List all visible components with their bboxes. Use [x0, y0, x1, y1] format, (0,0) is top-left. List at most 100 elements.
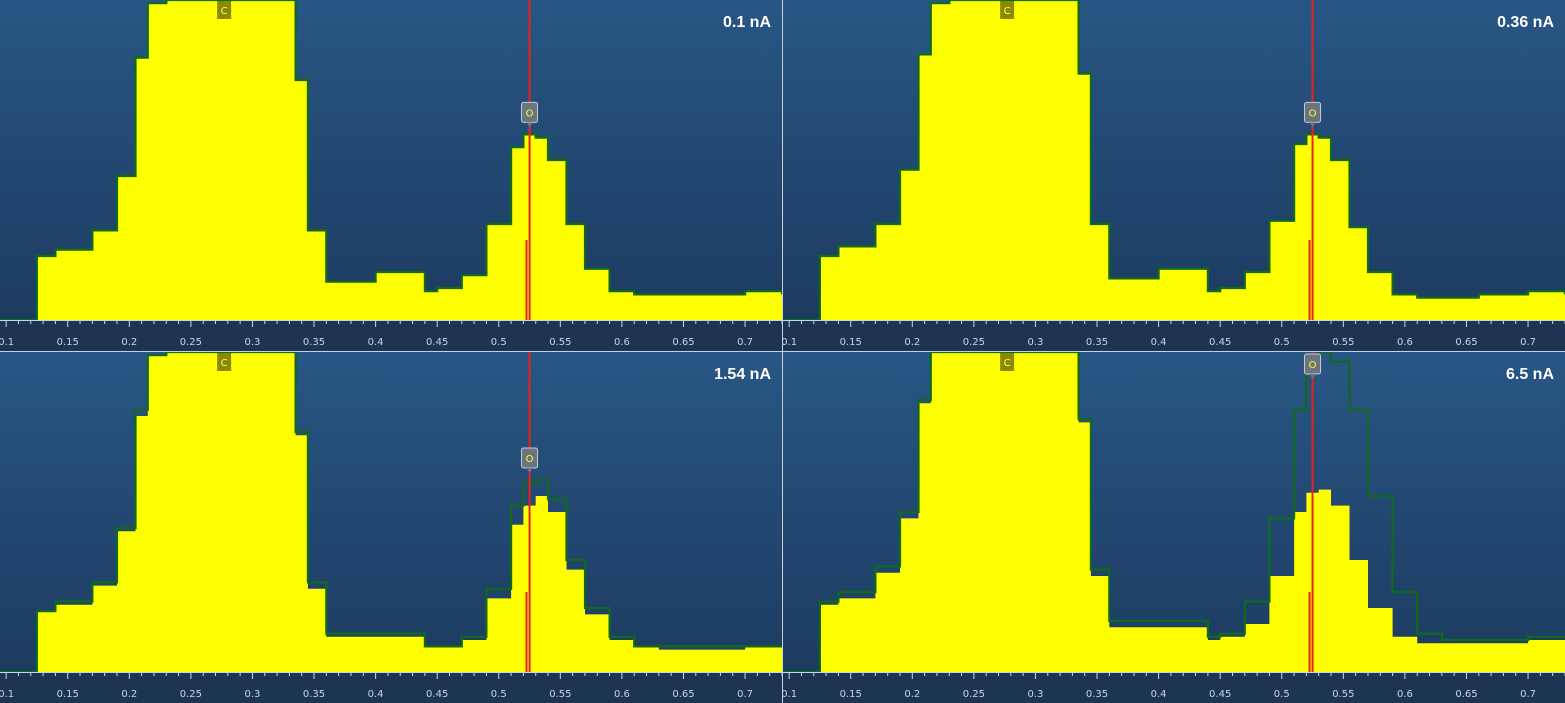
- x-tick-label: 0.5: [491, 337, 507, 348]
- x-axis-strip: [0, 672, 782, 703]
- label-tag-pointer: [1309, 122, 1316, 128]
- x-tick-label: 0.15: [840, 689, 862, 700]
- x-tick-label: 0.2: [121, 337, 137, 348]
- label-tag-icon: [217, 1, 232, 19]
- spectrum-panel-3: C O 1.54 nA 0.1 0.15 0.2 0.25 0.3 0.35 0.4 0.45 0.5…: [0, 352, 782, 703]
- x-tick-label: 0.4: [368, 689, 384, 700]
- x-tick-label: 0.5: [1274, 337, 1290, 348]
- x-tick-label: 0.45: [1209, 337, 1231, 348]
- x-tick-label: 0.55: [1332, 689, 1354, 700]
- x-tick-label: 0.35: [303, 337, 325, 348]
- x-tick-label: 0.3: [1028, 689, 1044, 700]
- beam-current-label: 6.5 nA: [1506, 366, 1554, 383]
- spectrum-panel-2: C O 0.36 nA 0.1 0.15 0.2 0.25 0.3 0.35 0.4 0.45 0.5…: [783, 0, 1565, 351]
- x-tick-label: 0.6: [614, 689, 630, 700]
- x-tick-label: 0.55: [1332, 337, 1354, 348]
- reference-spectrum-outline: [0, 0, 782, 322]
- x-tick-label: 0.5: [1274, 689, 1290, 700]
- x-tick-label: 0.55: [549, 689, 571, 700]
- beam-current-label: 1.54 nA: [714, 366, 771, 383]
- x-tick-label: 0.4: [1151, 337, 1167, 348]
- measured-spectrum-area: [783, 352, 1565, 672]
- x-tick-label: 0.1: [0, 689, 14, 700]
- carbon-label-tag: C: [1000, 1, 1015, 19]
- oxygen-label-tag: O: [521, 447, 539, 473]
- x-tick-label: 0.25: [963, 337, 985, 348]
- x-tick-label: 0.1: [783, 337, 797, 348]
- x-tick-label: 0.25: [180, 689, 202, 700]
- oxygen-label-text: O: [526, 108, 534, 119]
- x-tick-label: 0.25: [180, 337, 202, 348]
- x-tick-label: 0.2: [904, 337, 920, 348]
- x-tick-label: 0.5: [491, 689, 507, 700]
- oxygen-label-text: O: [1309, 108, 1317, 119]
- x-tick-label: 0.4: [368, 337, 384, 348]
- label-tag-pointer: [526, 468, 533, 473]
- spectrum-panel-4: C O 6.5 nA 0.1 0.15 0.2 0.25 0.3 0.35 0.4 0.45 0.5 0…: [783, 352, 1565, 703]
- x-tick-label: 0.6: [1397, 689, 1413, 700]
- oxygen-label-text: O: [526, 454, 534, 465]
- x-tick-label: 0.2: [121, 689, 137, 700]
- x-axis-strip: [0, 320, 782, 351]
- x-tick-label: 0.3: [245, 689, 261, 700]
- x-tick-label: 0.7: [737, 337, 753, 348]
- label-tag-pointer: [1309, 374, 1316, 379]
- oxygen-label-tag: O: [521, 101, 539, 128]
- x-tick-label: 0.3: [1028, 337, 1044, 348]
- x-tick-label: 0.1: [783, 689, 797, 700]
- x-tick-label: 0.65: [672, 689, 694, 700]
- x-tick-label: 0.25: [963, 689, 985, 700]
- measured-spectrum-area: [0, 352, 782, 672]
- measured-spectrum-area: [783, 0, 1565, 320]
- x-tick-label: 0.45: [426, 689, 448, 700]
- carbon-label-text: C: [221, 6, 228, 17]
- label-tag-pointer: [526, 122, 533, 128]
- reference-spectrum-outline: [0, 352, 782, 674]
- x-tick-label: 0.35: [1086, 689, 1108, 700]
- x-tick-label: 0.55: [549, 337, 571, 348]
- x-axis-strip: [783, 672, 1565, 703]
- x-tick-label: 0.15: [57, 337, 79, 348]
- x-tick-label: 0.65: [672, 337, 694, 348]
- spectrum-panel-1: C O 0.1 nA 0.1 0.15 0.2 0.25 0.3 0.35 0.4 0.45 0.5 0…: [0, 0, 782, 351]
- x-tick-label: 0.7: [1520, 689, 1536, 700]
- spectrum-chart-4: C O 6.5 nA 0.1 0.15 0.2 0.25 0.3 0.35 0.4 0.45 0.5 0…: [783, 352, 1565, 703]
- reference-spectrum-outline: [783, 0, 1565, 322]
- x-tick-label: 0.7: [1520, 337, 1536, 348]
- x-tick-label: 0.4: [1151, 689, 1167, 700]
- carbon-label-tag: C: [217, 1, 232, 19]
- x-tick-label: 0.15: [840, 337, 862, 348]
- carbon-label-text: C: [1004, 358, 1011, 369]
- measured-spectrum-area: [0, 0, 782, 320]
- carbon-label-tag: C: [1000, 353, 1015, 371]
- x-tick-label: 0.7: [737, 689, 753, 700]
- x-tick-label: 0.45: [426, 337, 448, 348]
- x-tick-label: 0.2: [904, 689, 920, 700]
- x-tick-label: 0.3: [245, 337, 261, 348]
- carbon-label-text: C: [1004, 6, 1011, 17]
- spectrum-chart-1: C O 0.1 nA 0.1 0.15 0.2 0.25 0.3 0.35 0.4 0.45 0.5 0…: [0, 0, 782, 351]
- beam-current-label: 0.36 nA: [1497, 14, 1554, 31]
- carbon-label-tag: C: [217, 353, 232, 371]
- x-tick-label: 0.65: [1455, 337, 1477, 348]
- label-tag-icon: [1000, 1, 1015, 19]
- x-tick-label: 0.45: [1209, 689, 1231, 700]
- oxygen-label-tag: O: [1304, 353, 1322, 379]
- x-tick-label: 0.6: [1397, 337, 1413, 348]
- oxygen-label-tag: O: [1304, 101, 1322, 128]
- x-axis-strip: [783, 320, 1565, 351]
- beam-current-label: 0.1 nA: [723, 14, 771, 31]
- spectrum-chart-3: C O 1.54 nA 0.1 0.15 0.2 0.25 0.3 0.35 0.4 0.45 0.5…: [0, 352, 782, 703]
- x-tick-label: 0.65: [1455, 689, 1477, 700]
- carbon-label-text: C: [221, 358, 228, 369]
- panel-divider-horizontal: [0, 351, 1565, 352]
- x-tick-label: 0.6: [614, 337, 630, 348]
- label-tag-icon: [1000, 353, 1015, 371]
- x-tick-label: 0.35: [303, 689, 325, 700]
- x-tick-label: 0.15: [57, 689, 79, 700]
- oxygen-label-text: O: [1309, 360, 1317, 371]
- x-tick-label: 0.35: [1086, 337, 1108, 348]
- spectrum-chart-2: C O 0.36 nA 0.1 0.15 0.2 0.25 0.3 0.35 0.4 0.45 0.5…: [783, 0, 1565, 351]
- x-tick-label: 0.1: [0, 337, 14, 348]
- reference-spectrum-outline: [783, 352, 1565, 674]
